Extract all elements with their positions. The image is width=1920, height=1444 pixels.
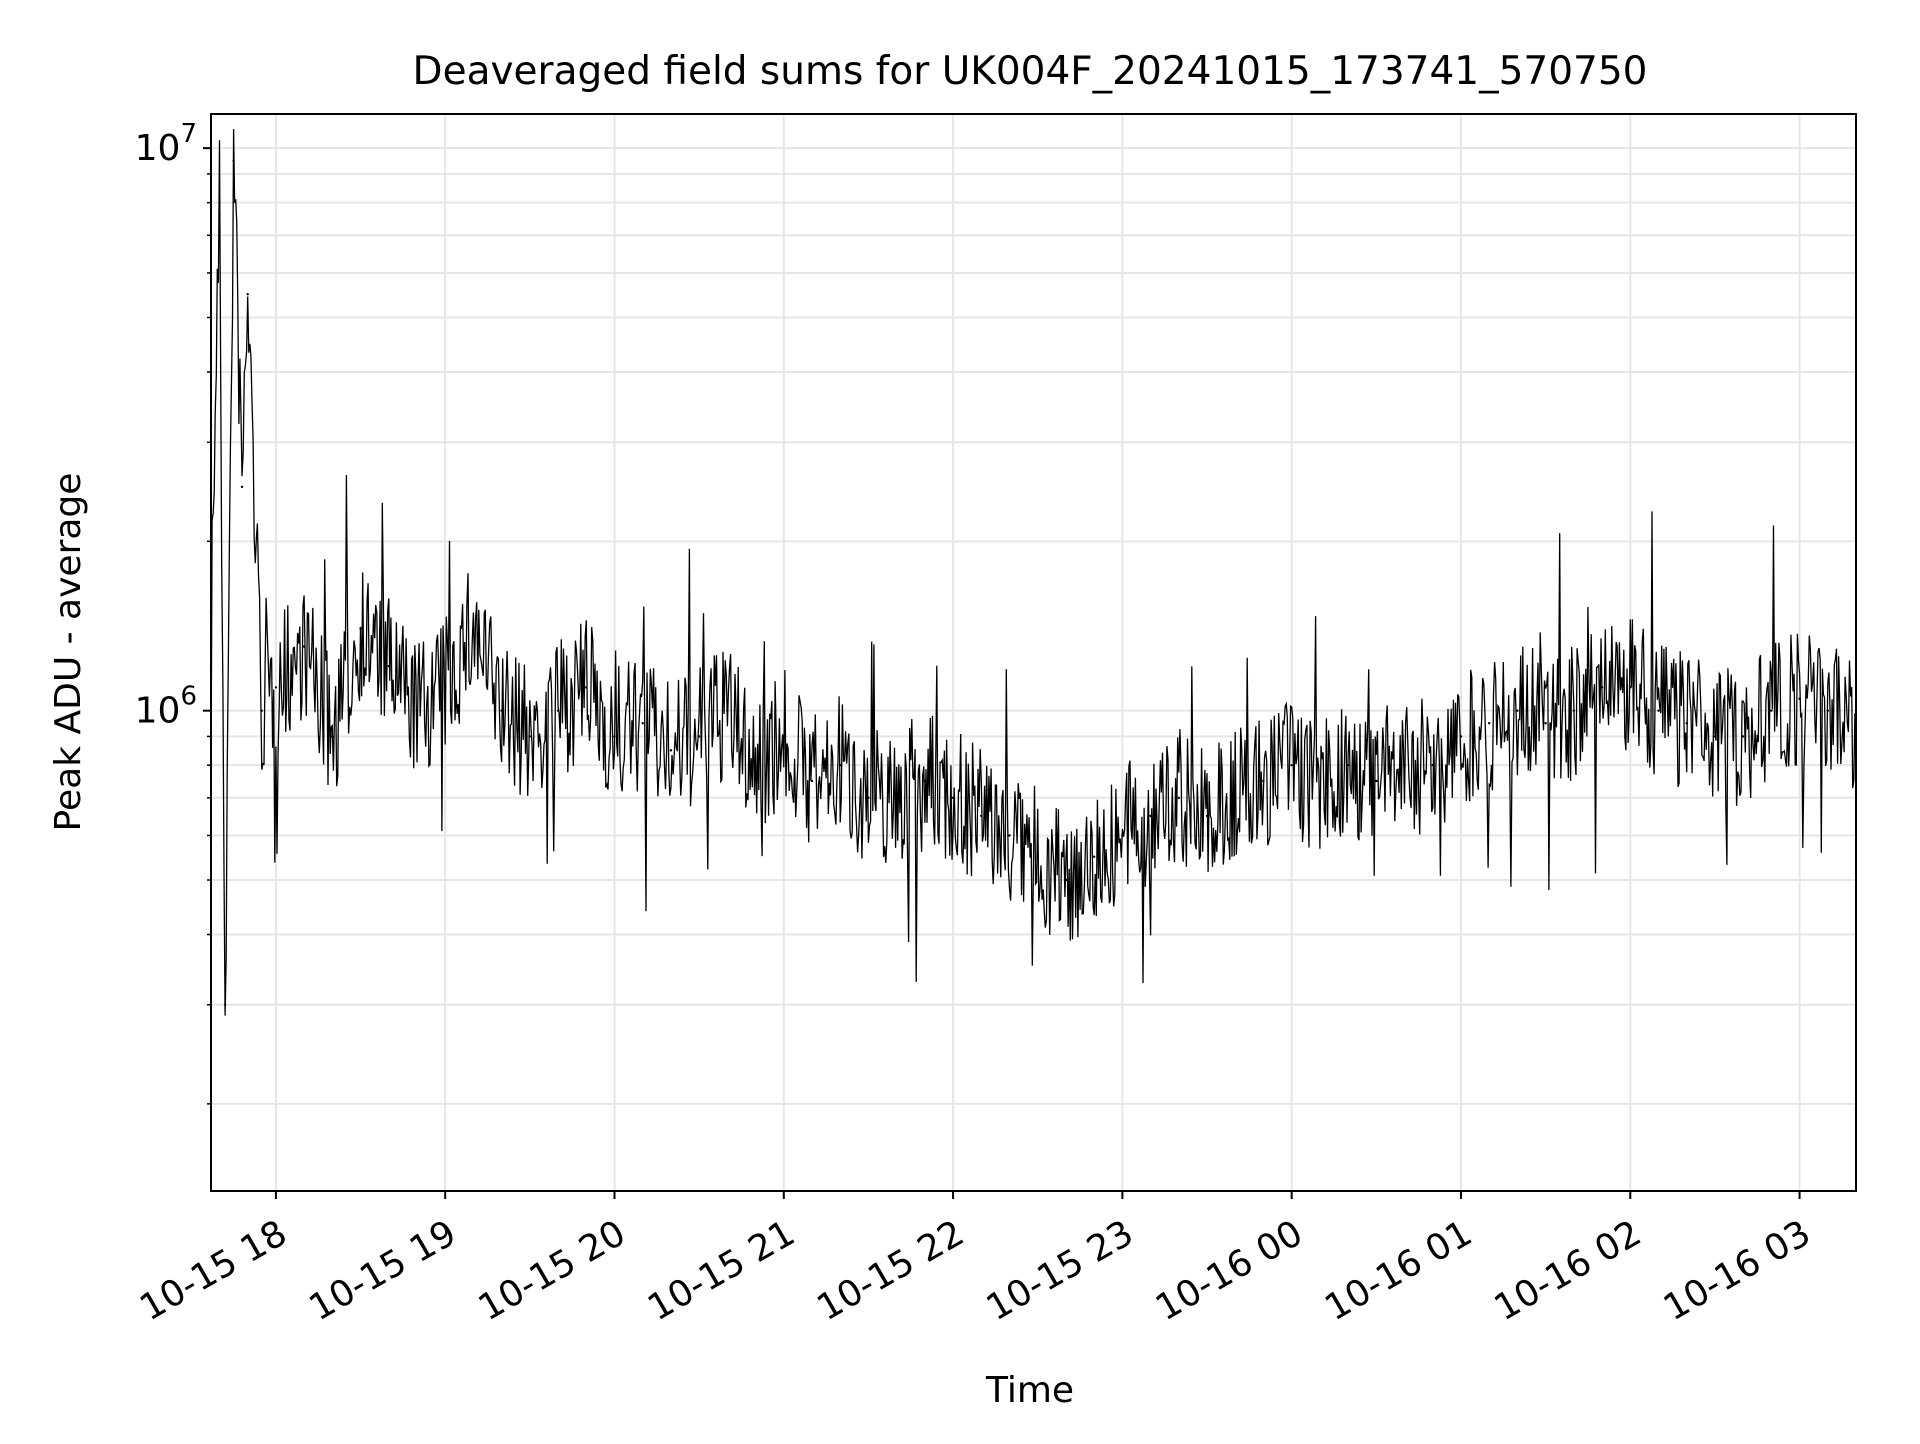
- data-point: [1064, 878, 1068, 882]
- data-point: [1459, 735, 1463, 738]
- data-point: [782, 735, 785, 738]
- y-axis-label: Peak ADU - average: [48, 473, 89, 832]
- data-point: [1346, 763, 1350, 767]
- data-point: [302, 645, 306, 648]
- data-point: [260, 709, 263, 712]
- data-point: [1290, 763, 1293, 767]
- data-point: [240, 485, 244, 489]
- data-point: [1826, 709, 1829, 712]
- data-point: [1798, 697, 1801, 700]
- data-point: [1375, 779, 1378, 783]
- data-point: [641, 722, 644, 725]
- data-point: [274, 686, 278, 689]
- data-point: [1318, 796, 1322, 800]
- chart-title: Deaveraged field sums for UK004F_2024101…: [413, 49, 1648, 94]
- data-point: [697, 735, 701, 738]
- data-point: [1572, 709, 1576, 712]
- data-point: [585, 686, 588, 689]
- data-point: [1657, 709, 1660, 712]
- data-point: [359, 627, 362, 630]
- data-point: [218, 201, 221, 204]
- data-point: [387, 664, 390, 668]
- data-point: [331, 735, 334, 738]
- data-point: [528, 735, 532, 738]
- data-point: [1036, 855, 1039, 858]
- data-point: [613, 735, 616, 738]
- data-point: [1431, 763, 1434, 767]
- y-tick-label: 107: [135, 119, 197, 169]
- data-point: [1487, 722, 1491, 725]
- data-point: [443, 686, 447, 689]
- data-point: [232, 159, 235, 162]
- data-point: [1262, 779, 1265, 783]
- data-point: [810, 779, 814, 783]
- data-point: [1516, 709, 1519, 712]
- data-point: [1629, 686, 1632, 689]
- data-point: [246, 292, 249, 296]
- y-tick-label: 106: [135, 682, 197, 732]
- data-point: [1092, 855, 1096, 858]
- data-point: [754, 763, 757, 767]
- data-point: [1685, 722, 1688, 725]
- data-point: [1770, 709, 1773, 712]
- data-point: [1121, 834, 1124, 837]
- data-point: [500, 709, 503, 712]
- data-point: [1741, 735, 1745, 738]
- data-point: [472, 627, 475, 630]
- data-point: [1149, 814, 1152, 818]
- x-axis-label: Time: [985, 1370, 1074, 1411]
- data-point: [556, 709, 560, 712]
- series-line: [210, 128, 1857, 1016]
- data-point: [1205, 814, 1209, 818]
- data-point: [867, 796, 870, 800]
- data-point: [895, 796, 898, 800]
- data-point: [726, 709, 729, 712]
- data-point: [1008, 834, 1011, 837]
- data-point: [1403, 763, 1406, 767]
- data-point: [223, 1003, 227, 1007]
- data-point: [951, 796, 955, 800]
- data-point: [669, 749, 673, 752]
- data-point: [839, 763, 842, 767]
- data-point: [1544, 722, 1547, 725]
- data-point: [980, 814, 983, 818]
- data-point: [1234, 796, 1237, 800]
- grid-layer: [211, 114, 1856, 1191]
- data-point: [1713, 735, 1717, 738]
- data-point: [923, 779, 927, 783]
- data-point: [415, 709, 419, 712]
- plot-frame: [210, 113, 1857, 1192]
- data-point: [1177, 796, 1181, 800]
- data-point: [1600, 686, 1604, 689]
